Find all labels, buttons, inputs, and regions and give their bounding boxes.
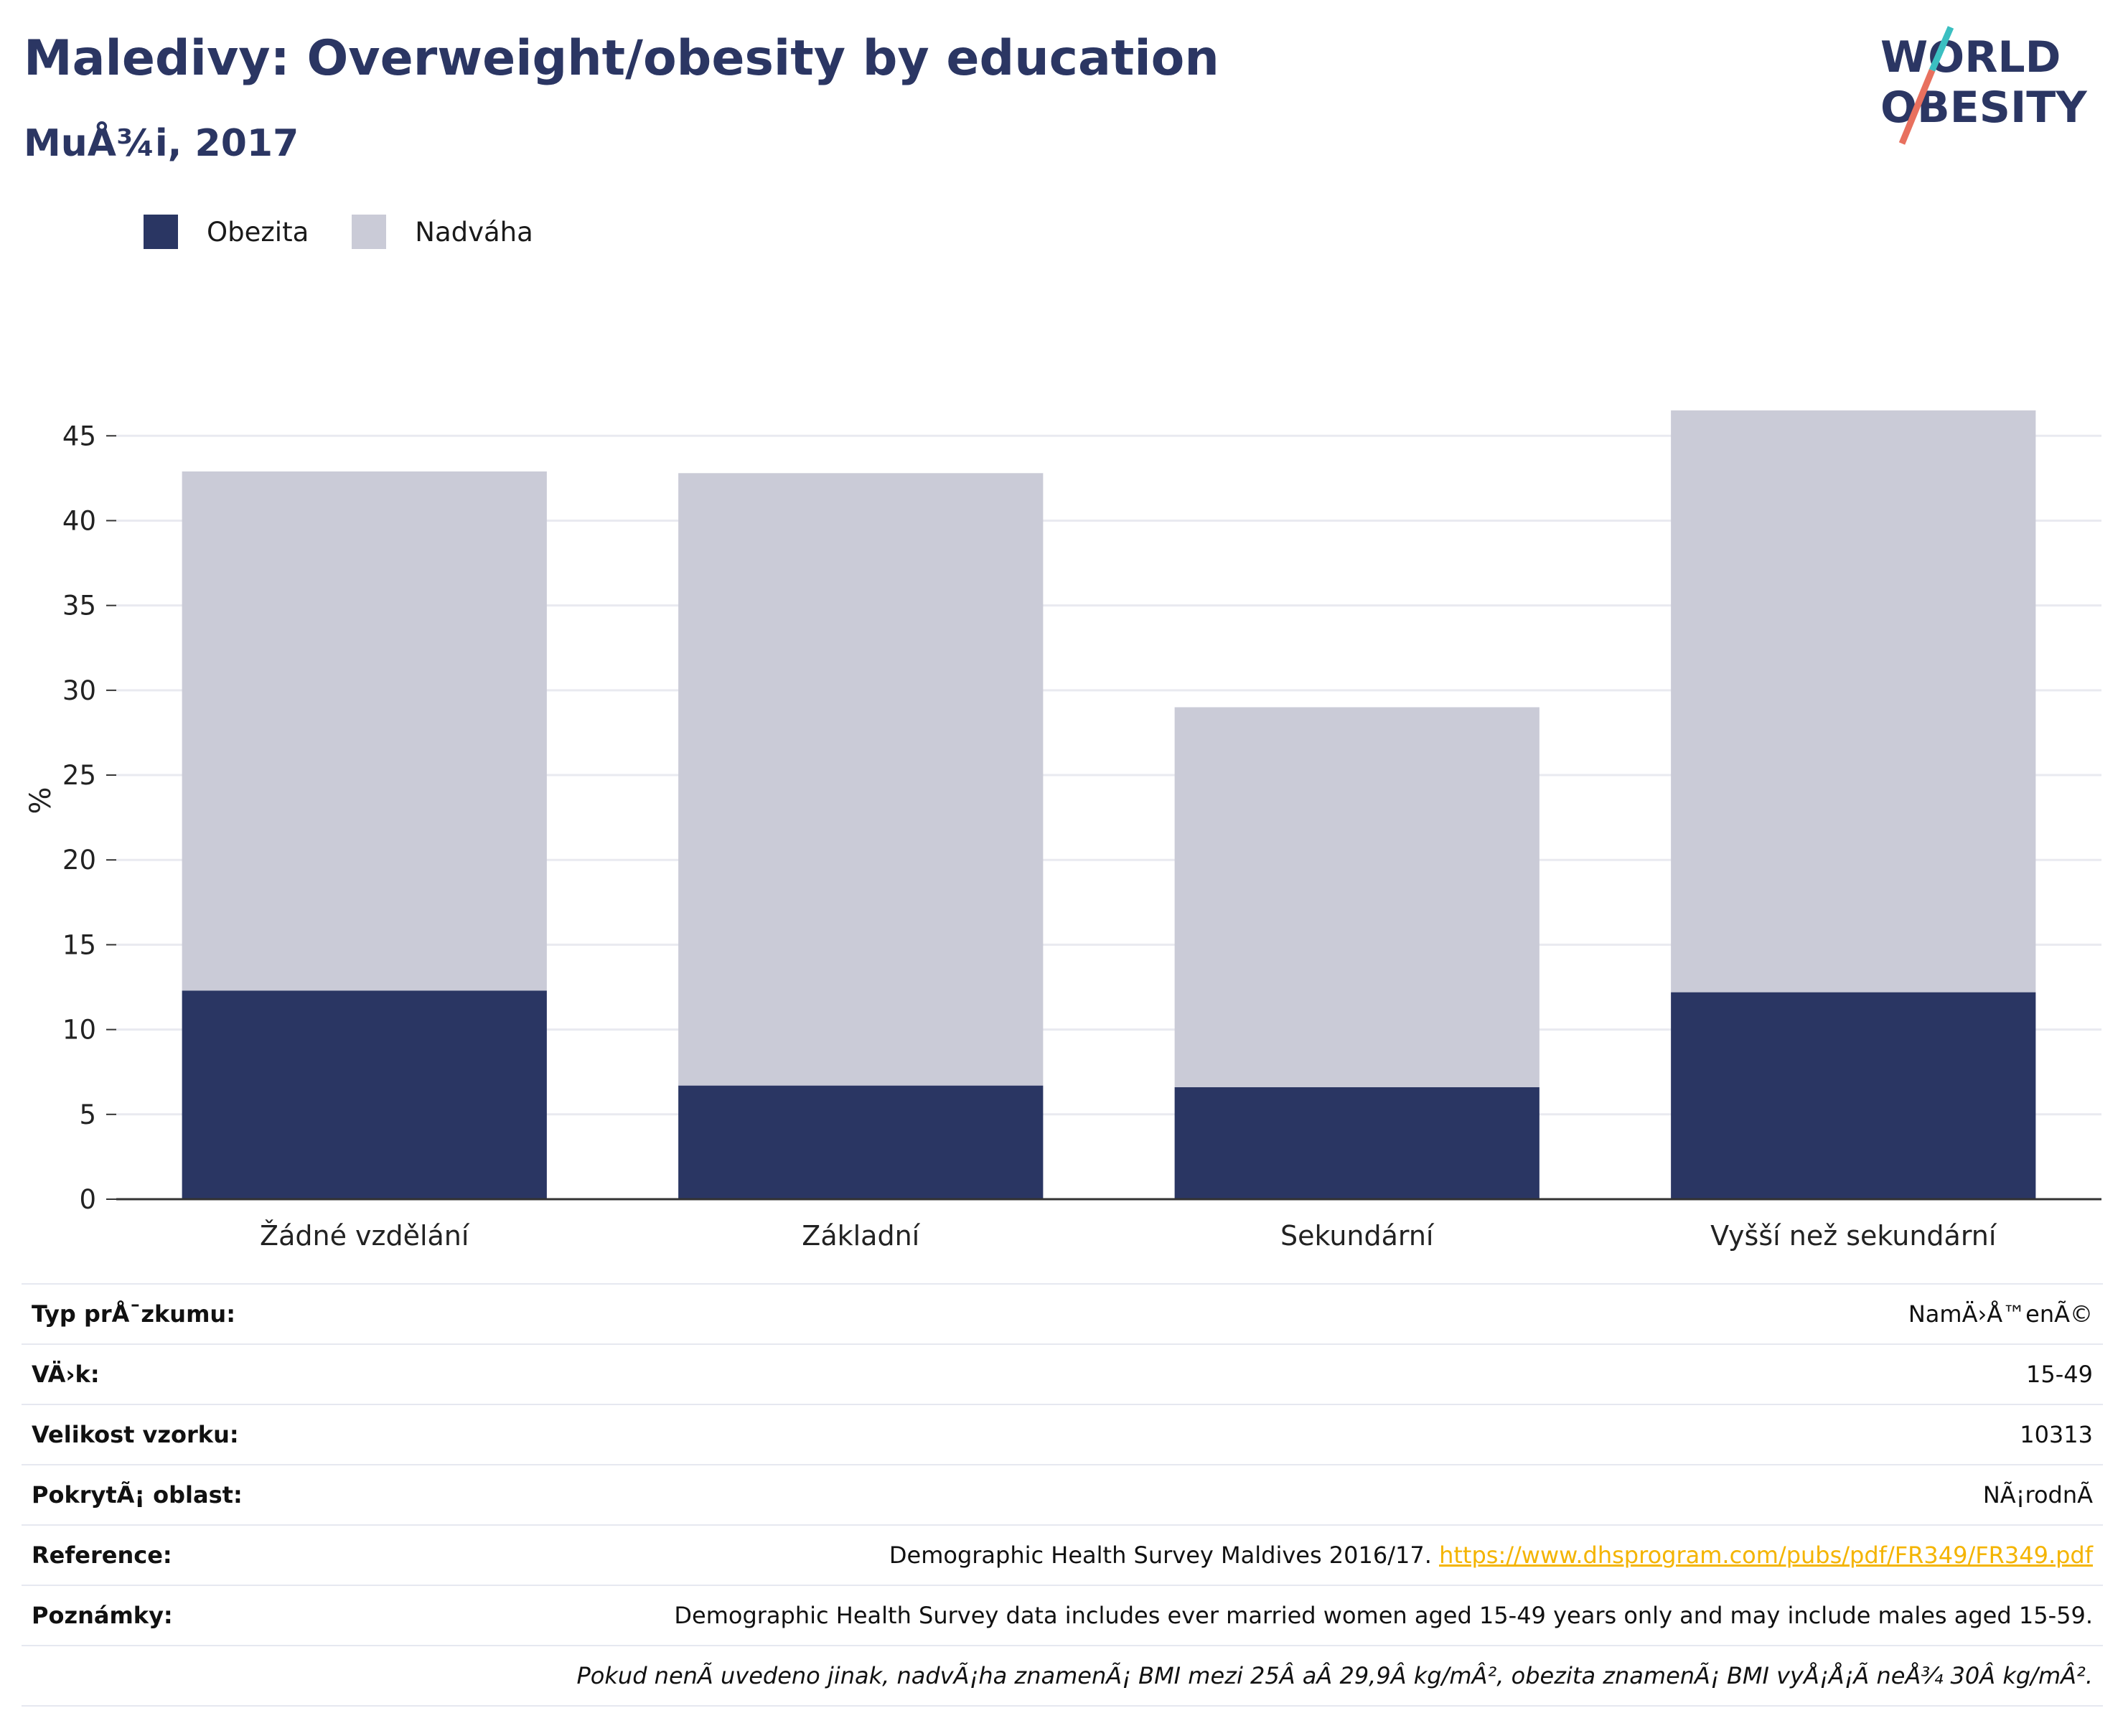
chart-legend: Obezita Nadváha: [144, 212, 576, 251]
logo-slash-coral: [1898, 69, 1936, 145]
info-value: NÃ¡rodnÃ: [293, 1464, 2103, 1525]
legend-item-nadvaha[interactable]: Nadváha: [352, 215, 533, 249]
y-tick-label: 20: [62, 845, 96, 876]
reference-key: Reference:: [22, 1524, 294, 1585]
y-tick-label: 5: [79, 1099, 96, 1130]
bar-obezita[interactable]: [182, 990, 547, 1199]
legend-label-obezita: Obezita: [207, 216, 309, 248]
table-row: Velikost vzorku: 10313: [22, 1404, 2103, 1465]
survey-info-table: Typ prÅ¯zkumu: NamÄ›Å™enÃ© VÄ›k: 15-49 V…: [22, 1283, 2103, 1707]
bar-obezita[interactable]: [1174, 1087, 1539, 1199]
x-tick-label: Vyšší než sekundární: [1710, 1220, 1997, 1252]
y-tick-label: 30: [62, 675, 96, 706]
y-tick-label: 45: [62, 421, 96, 451]
table-row: Typ prÅ¯zkumu: NamÄ›Å™enÃ©: [22, 1283, 2103, 1344]
reference-value: Demographic Health Survey Maldives 2016/…: [293, 1524, 2103, 1585]
bar-nadvaha[interactable]: [182, 471, 547, 991]
bars: [182, 410, 2036, 1199]
bar-obezita[interactable]: [1671, 992, 2036, 1199]
legend-swatch-nadvaha: [352, 215, 387, 249]
reference-text: Demographic Health Survey Maldives 2016/…: [889, 1542, 1432, 1569]
notes-key: Poznámky:: [22, 1585, 294, 1646]
y-tick-label: 25: [62, 760, 96, 791]
x-tick-label: Základní: [802, 1220, 920, 1252]
table-row: Pokud nenÃ uvedeno jinak, nadvÃ¡ha zname…: [22, 1645, 2103, 1707]
footnote-spacer: [22, 1645, 294, 1707]
table-row: Reference: Demographic Health Survey Mal…: [22, 1524, 2103, 1585]
x-tick-label: Žádné vzdělání: [260, 1220, 470, 1252]
logo-slash-teal: [1928, 26, 1954, 72]
info-value: NamÄ›Å™enÃ©: [293, 1283, 2103, 1344]
info-key: Typ prÅ¯zkumu:: [22, 1283, 294, 1344]
chart-subtitle: MuÅ¾i, 2017: [24, 122, 299, 165]
bar-obezita[interactable]: [678, 1085, 1044, 1199]
info-key: Velikost vzorku:: [22, 1404, 294, 1465]
stacked-bar-chart: 0 5 10 15 20 25 30 35 40 45% Žádné vzdělání Základn…: [24, 410, 2101, 1252]
bar-nadvaha[interactable]: [1174, 707, 1539, 1087]
info-value: 10313: [293, 1404, 2103, 1465]
legend-item-obezita[interactable]: Obezita: [144, 215, 309, 249]
logo-word-world: WORLD: [1880, 32, 2061, 83]
table-row: PokrytÃ¡ oblast: NÃ¡rodnÃ: [22, 1464, 2103, 1525]
info-key: PokrytÃ¡ oblast:: [22, 1464, 294, 1525]
notes-value: Demographic Health Survey data includes …: [293, 1585, 2103, 1646]
y-tick-label: 15: [62, 929, 96, 960]
y-tick-label: 35: [62, 591, 96, 621]
table-row: Poznámky: Demographic Health Survey data…: [22, 1585, 2103, 1646]
world-obesity-logo: WORLD OBESITY: [1880, 26, 2088, 145]
info-value: 15-49: [293, 1343, 2103, 1404]
bar-nadvaha[interactable]: [678, 473, 1044, 1086]
table-row: VÄ›k: 15-49: [22, 1343, 2103, 1404]
legend-label-nadvaha: Nadváha: [415, 216, 533, 248]
x-tick-label: Sekundární: [1280, 1220, 1435, 1252]
footnote-text: Pokud nenÃ uvedeno jinak, nadvÃ¡ha zname…: [293, 1645, 2103, 1707]
y-tick-label: 40: [62, 505, 96, 536]
axes: 0 5 10 15 20 25 30 35 40 45% Žádné vzdělání Základn…: [24, 421, 2101, 1252]
chart-title: Maledivy: Overweight/obesity by educatio…: [24, 30, 1219, 87]
y-axis-label: %: [24, 787, 57, 814]
legend-swatch-obezita: [144, 215, 178, 249]
y-tick-label: 0: [79, 1184, 96, 1215]
y-tick-label: 10: [62, 1015, 96, 1046]
reference-link[interactable]: https://www.dhsprogram.com/pubs/pdf/FR34…: [1439, 1542, 2093, 1569]
bar-nadvaha[interactable]: [1671, 410, 2036, 993]
info-key: VÄ›k:: [22, 1343, 294, 1404]
